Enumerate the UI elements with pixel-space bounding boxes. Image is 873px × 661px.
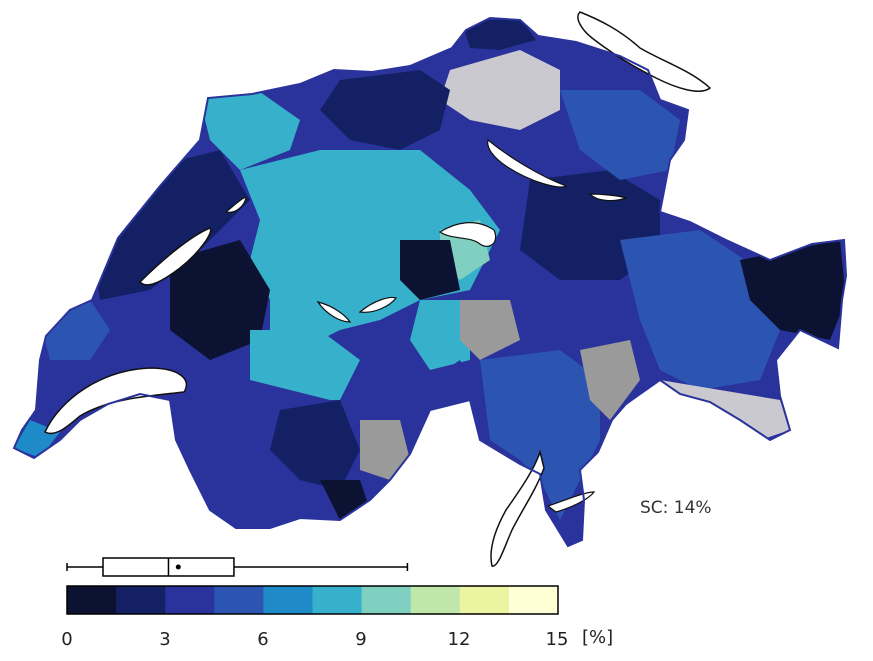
colorbar-bin — [312, 586, 363, 614]
region-ticino-grey — [580, 340, 640, 420]
lake-biel — [224, 197, 247, 213]
region-valais-grey — [360, 420, 410, 480]
tick-label: 9 — [355, 629, 366, 650]
colorbar-frame — [66, 585, 559, 615]
region-valais-dark — [270, 400, 360, 490]
colorbar-bins — [67, 586, 559, 614]
region-graubunden — [620, 230, 780, 390]
region-ticino — [480, 350, 600, 520]
lake-neuchatel — [138, 227, 212, 286]
lake-constance — [577, 11, 712, 92]
boxplot-mean — [175, 564, 181, 570]
colorbar-bin — [459, 586, 510, 614]
lake-walensee — [588, 193, 628, 202]
colorbar-bin — [67, 586, 117, 614]
colorbar-bin — [165, 586, 215, 614]
legend-unit: [%] — [582, 627, 613, 648]
region-plateau — [240, 150, 500, 350]
lake-lugano — [546, 491, 596, 513]
colorbar-bin — [116, 586, 166, 614]
colorbar-legend: 0 3 6 9 12 15 [%] — [61, 585, 613, 650]
tick-label: 0 — [61, 629, 72, 650]
region-fribourg-dark — [170, 240, 270, 360]
tick-label: 6 — [257, 629, 268, 650]
region-engadin-black — [740, 240, 846, 340]
region-central-teal — [410, 300, 470, 370]
tick-label: 12 — [448, 629, 471, 650]
lake-thun-brienz — [316, 296, 397, 323]
colorbar-ticks: 0 3 6 9 12 15 [%] — [61, 627, 613, 650]
region-jura-north — [200, 92, 300, 170]
region-luzern-dark — [400, 240, 460, 300]
lake-zurich — [487, 138, 568, 188]
region-north-dark — [320, 70, 450, 150]
region-mid-grey — [460, 300, 520, 360]
colorbar-bin — [214, 586, 264, 614]
lake-maggiore — [490, 449, 545, 567]
region-jura — [90, 150, 250, 300]
colorbar-bin — [263, 586, 313, 614]
tick-label: 15 — [546, 629, 569, 650]
region-stgallen — [560, 90, 680, 180]
colorbar-bin — [361, 586, 412, 614]
colorbar-bin — [508, 586, 559, 614]
tick-label: 3 — [159, 629, 170, 650]
lakes — [44, 11, 712, 567]
boxplot — [66, 557, 409, 577]
lake-lucerne — [438, 222, 497, 247]
scenario-annotation: SC: 14% — [640, 498, 712, 518]
colorbar-bin — [410, 586, 461, 614]
region-schaffhausen — [462, 18, 536, 50]
region-zurich-grey — [440, 50, 560, 130]
